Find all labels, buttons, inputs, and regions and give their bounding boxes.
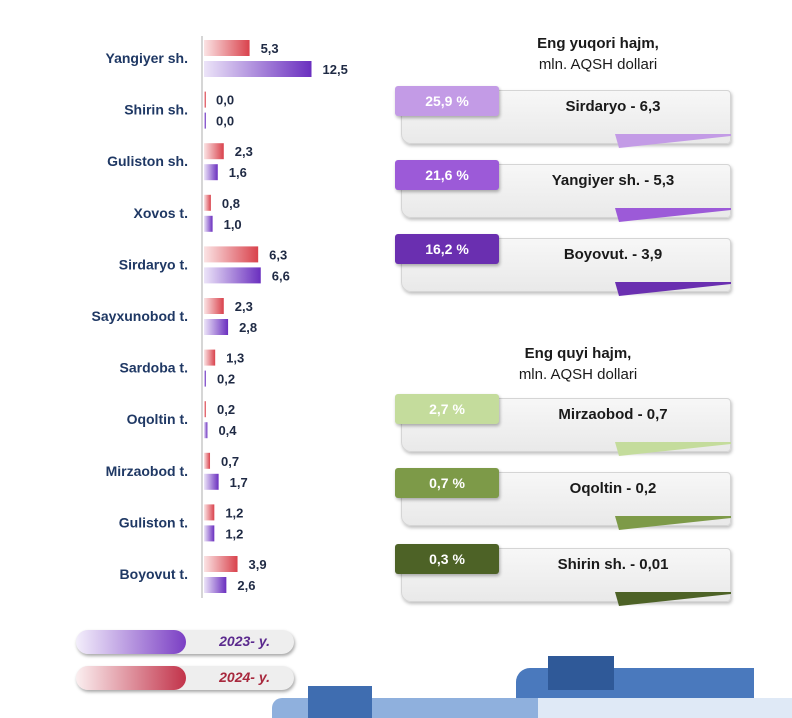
- category-label: Xovos t.: [134, 205, 188, 221]
- top-panel-card: 25,9 % Sirdaryo - 6,3: [395, 86, 731, 148]
- data-label: 0,2: [217, 402, 235, 417]
- card-label: Mirzaobod - 0,7: [558, 406, 668, 423]
- bar-2024: [204, 556, 238, 572]
- percent-badge: 21,6 %: [395, 160, 499, 190]
- category-label: Guliston sh.: [107, 153, 188, 169]
- category-label: Yangiyer sh.: [106, 50, 188, 66]
- top-panel-title-line2: mln. AQSH dollari: [538, 56, 658, 73]
- percent-badge: 25,9 %: [395, 86, 499, 116]
- bottom-panel-title-line2: mln. AQSH dollari: [518, 366, 638, 383]
- legend-2023-label: 2023- y.: [219, 633, 270, 649]
- category-label: Shirin sh.: [124, 102, 188, 118]
- bar-2023: [204, 319, 229, 335]
- bar-2024: [204, 349, 216, 366]
- bar-2023: [204, 422, 208, 439]
- data-label: 2,8: [239, 320, 257, 335]
- card-ribbon: [615, 592, 731, 606]
- bar-2023: [204, 112, 206, 129]
- data-label: 0,7: [221, 454, 239, 469]
- card-ribbon: [615, 442, 731, 456]
- category-label: Sayxunobod t.: [92, 308, 188, 324]
- data-label: 2,3: [235, 144, 253, 159]
- percent-badge: 2,7 %: [395, 394, 499, 424]
- data-label: 0,2: [217, 372, 235, 387]
- legend-2024: 2024- y.: [76, 666, 294, 690]
- category-label: Oqoltin t.: [127, 411, 188, 427]
- legend-2024-label: 2024- y.: [219, 669, 270, 685]
- bottom-panel-title-line1: Eng quyi hajm,: [524, 345, 632, 362]
- data-label: 6,3: [269, 247, 287, 262]
- bar-2023: [204, 473, 219, 490]
- card-label: Shirin sh. - 0,01: [557, 556, 669, 573]
- data-label: 1,0: [224, 217, 242, 232]
- data-label: 0,8: [222, 196, 240, 211]
- bar-2023: [204, 215, 213, 232]
- data-label: 0,0: [216, 93, 234, 108]
- bar-2024: [204, 298, 224, 314]
- card-ribbon: [615, 134, 731, 148]
- bar-2023: [204, 164, 218, 181]
- data-label: 3,9: [249, 557, 267, 572]
- bar-2023: [204, 525, 215, 542]
- card-label: Boyovut. - 3,9: [563, 246, 663, 263]
- decor-block-left: [308, 686, 372, 718]
- percent-badge: 16,2 %: [395, 234, 499, 264]
- data-label: 1,6: [229, 165, 247, 180]
- top-panel-title: Eng yuqori hajm, mln. AQSH dollari: [478, 33, 718, 75]
- bottom-panel-card: 0,7 % Oqoltin - 0,2: [395, 468, 731, 530]
- bar-2024: [204, 452, 211, 469]
- bar-2024: [204, 504, 215, 521]
- card-label: Oqoltin - 0,2: [569, 480, 657, 497]
- data-label: 12,5: [323, 62, 348, 77]
- decor-band-right: [538, 698, 792, 718]
- data-label: 1,2: [225, 505, 243, 520]
- decor-block-small: [548, 656, 614, 690]
- bar-2024: [204, 194, 211, 211]
- legend-2023-swatch: [76, 630, 186, 654]
- bottom-panel-card: 2,7 % Mirzaobod - 0,7: [395, 394, 731, 456]
- bottom-panel-title: Eng quyi hajm, mln. AQSH dollari: [458, 343, 698, 385]
- data-label: 5,3: [261, 41, 279, 56]
- card-label: Yangiyer sh. - 5,3: [551, 172, 675, 189]
- bar-2023: [204, 267, 261, 284]
- bar-chart: Yangiyer sh. 5,3 12,5 Shirin sh. 0,0 0,0 Gulis…: [92, 36, 348, 598]
- category-label: Sirdaryo t.: [119, 256, 188, 272]
- percent-badge: 0,7 %: [395, 468, 499, 498]
- data-label: 2,6: [237, 578, 255, 593]
- data-label: 1,7: [230, 475, 248, 490]
- legend-2024-swatch: [76, 666, 186, 690]
- percent-badge: 0,3 %: [395, 544, 499, 574]
- data-label: 1,3: [226, 351, 244, 366]
- bar-2024: [204, 246, 259, 263]
- card-label: Sirdaryo - 6,3: [565, 98, 661, 115]
- bar-2023: [204, 61, 312, 77]
- category-label: Guliston t.: [119, 514, 188, 530]
- category-label: Boyovut t.: [120, 566, 188, 582]
- bar-2024: [204, 401, 206, 418]
- bar-2023: [204, 370, 206, 387]
- card-ribbon: [615, 516, 731, 530]
- category-label: Sardoba t.: [120, 360, 188, 376]
- bar-2023: [204, 577, 227, 593]
- card-ribbon: [615, 282, 731, 296]
- top-panel-title-line1: Eng yuqori hajm,: [537, 35, 659, 52]
- bar-2024: [204, 40, 250, 56]
- top-panel-card: 21,6 % Yangiyer sh. - 5,3: [395, 160, 731, 222]
- data-label: 0,0: [216, 114, 234, 129]
- data-label: 2,3: [235, 299, 253, 314]
- category-label: Mirzaobod t.: [106, 463, 188, 479]
- bar-2024: [204, 91, 206, 108]
- bottom-panel-card: 0,3 % Shirin sh. - 0,01: [395, 544, 731, 606]
- data-label: 0,4: [218, 423, 237, 438]
- bar-2024: [204, 143, 224, 160]
- legend-2023: 2023- y.: [76, 630, 294, 654]
- top-panel-card: 16,2 % Boyovut. - 3,9: [395, 234, 731, 296]
- card-ribbon: [615, 208, 731, 222]
- data-label: 1,2: [225, 526, 243, 541]
- data-label: 6,6: [272, 268, 290, 283]
